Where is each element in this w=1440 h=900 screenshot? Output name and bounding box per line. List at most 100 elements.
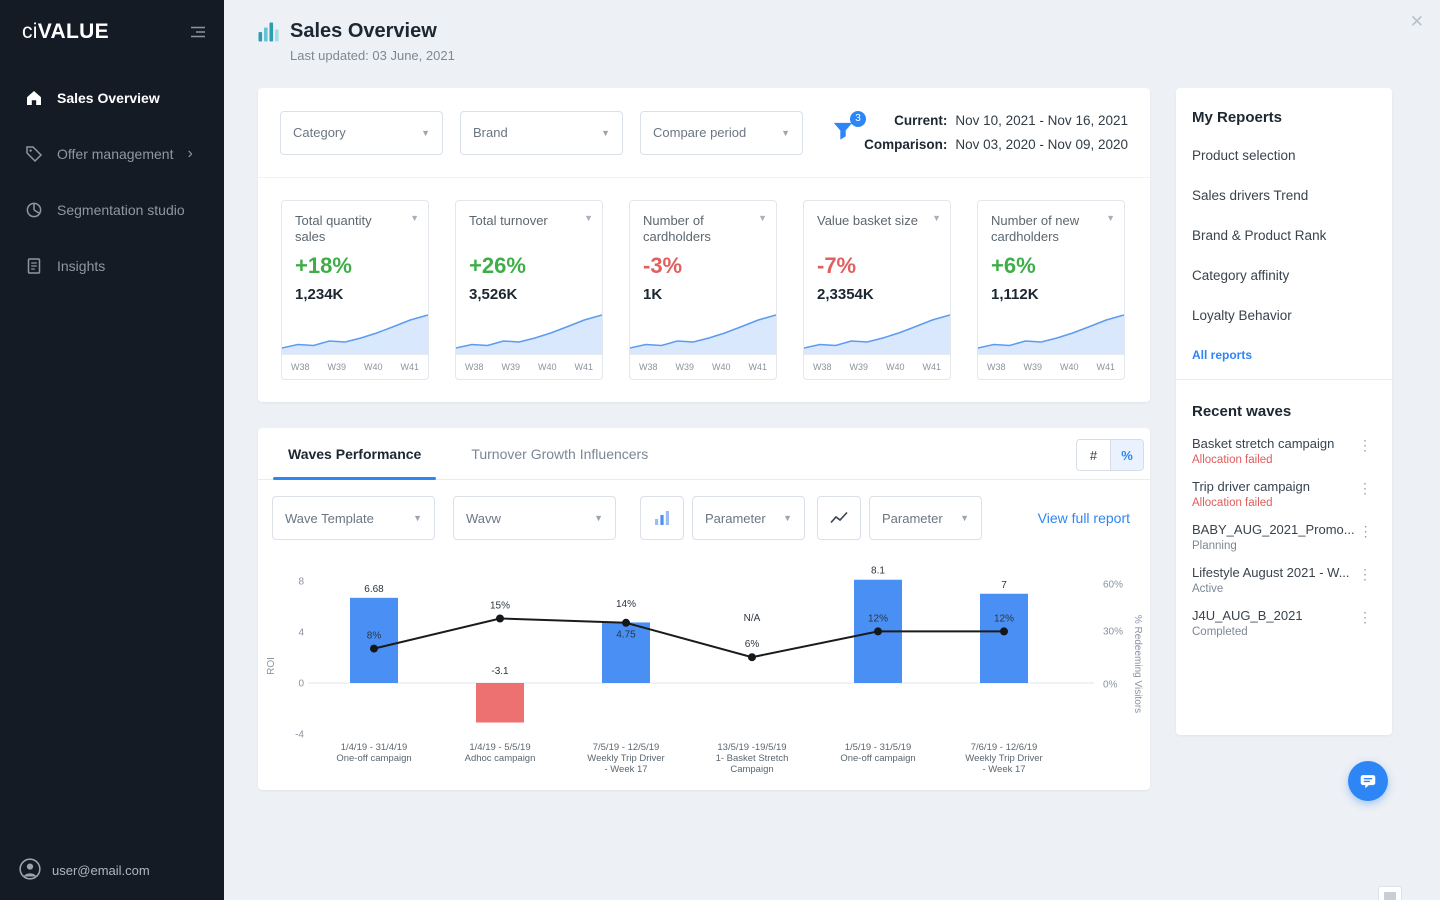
svg-text:7/5/19 - 12/5/19: 7/5/19 - 12/5/19 [593,742,660,753]
wave-name[interactable]: Lifestyle August 2021 - W... [1192,565,1350,580]
kebab-menu-icon[interactable]: ⋮ [1358,609,1372,625]
kpi-title: Number of cardholders [643,213,711,244]
svg-text:One-off campaign: One-off campaign [840,753,915,764]
line-point[interactable] [496,614,504,623]
kpi-title: Value basket size [817,213,918,228]
kebab-menu-icon[interactable]: ⋮ [1358,437,1372,453]
kpi-menu-chevron-icon[interactable]: ▼ [410,213,419,223]
kpi-menu-chevron-icon[interactable]: ▼ [1106,213,1115,223]
report-item-loyalty-behavior[interactable]: Loyalty Behavior [1192,295,1376,335]
sidebar-item-insights[interactable]: Insights [0,238,224,294]
tab-waves-performance[interactable]: Waves Performance [272,428,437,480]
line-parameter-dropdown[interactable]: Parameter ▼ [869,496,982,540]
wave-status: Planning [1192,540,1237,552]
svg-text:N/A: N/A [744,613,761,624]
sidebar-item-sales-overview[interactable]: Sales Overview [0,70,224,126]
recent-wave-item: BABY_AUG_2021_Promo... Planning ⋮ [1192,516,1376,559]
kebab-menu-icon[interactable]: ⋮ [1358,480,1372,496]
category-dropdown[interactable]: Category ▼ [280,110,443,155]
wave-dropdown[interactable]: Wavw ▼ [453,496,616,540]
collapse-sidebar-icon[interactable] [188,22,208,42]
view-full-report-link[interactable]: View full report [1037,510,1130,526]
filter-funnel-button[interactable]: 3 [830,110,866,148]
kpi-menu-chevron-icon[interactable]: ▼ [584,213,593,223]
line-point[interactable] [370,644,378,653]
brand-dropdown[interactable]: Brand ▼ [460,110,623,155]
line-parameter-button[interactable] [817,496,861,540]
report-item-category-affinity[interactable]: Category affinity [1192,255,1376,295]
user-email: user@email.com [52,863,150,878]
insights-icon [24,256,44,276]
chevron-down-icon: ▼ [421,127,430,138]
svg-text:1/4/19 - 31/4/19: 1/4/19 - 31/4/19 [341,742,408,753]
report-item-brand-product-rank[interactable]: Brand & Product Rank [1192,215,1376,255]
kebab-menu-icon[interactable]: ⋮ [1358,566,1372,582]
compare-period-dropdown[interactable]: Compare period ▼ [640,110,803,155]
bar-parameter-button[interactable] [640,496,684,540]
kebab-menu-icon[interactable]: ⋮ [1358,523,1373,539]
report-item-sales-drivers-trend[interactable]: Sales drivers Trend [1192,175,1376,215]
svg-text:- Week 17: - Week 17 [604,764,647,775]
roi-bar[interactable] [980,593,1028,683]
kpi-value: 1,112K [991,286,1039,303]
sidebar-item-offer-management[interactable]: Offer management › [0,126,224,182]
kpi-weeks: W38 W39 W40 W41 [630,354,776,379]
wave-status: Active [1192,583,1224,595]
chevron-down-icon: ▼ [960,513,969,523]
week-label: W41 [574,362,593,372]
wave-name[interactable]: BABY_AUG_2021_Promo... [1192,522,1355,537]
sidebar-item-segmentation-studio[interactable]: Segmentation studio [0,182,224,238]
kpi-sparkline [630,308,776,354]
line-point[interactable] [874,627,882,636]
week-label: W39 [501,362,520,372]
line-point[interactable] [622,618,630,627]
last-updated: Last updated: 03 June, 2021 [290,48,455,63]
filter-row: Category ▼ Brand ▼ Compare period ▼ 3 Curre… [258,88,1150,178]
bar-parameter-dropdown[interactable]: Parameter ▼ [692,496,805,540]
report-item-label: Loyalty Behavior [1192,307,1292,323]
svg-text:14%: 14% [616,599,636,610]
week-label: W38 [987,362,1006,372]
kpi-value: 1K [643,286,663,303]
overview-card: Category ▼ Brand ▼ Compare period ▼ 3 Curre… [258,88,1150,402]
user-row[interactable]: user@email.com [18,857,150,884]
kpi-menu-chevron-icon[interactable]: ▼ [932,213,941,223]
close-icon[interactable]: ✕ [1409,12,1424,31]
svg-text:-4: -4 [295,730,304,741]
roi-bar[interactable] [350,597,398,683]
report-item-label: Product selection [1192,147,1296,163]
svg-text:8: 8 [298,577,304,588]
number-toggle[interactable]: # [1077,440,1110,470]
kpi-sparkline [804,308,950,354]
svg-text:One-off campaign: One-off campaign [336,753,411,764]
current-value: Nov 10, 2021 - Nov 16, 2021 [955,113,1128,128]
wave-name[interactable]: Basket stretch campaign [1192,436,1335,451]
svg-text:4.75: 4.75 [616,629,636,640]
svg-text:12%: 12% [994,613,1014,624]
waves-filters: Wave Template ▼ Wavw ▼ Parameter ▼ Paramete… [258,480,1150,556]
svg-text:0%: 0% [1103,680,1118,691]
report-item-product-selection[interactable]: Product selection [1192,135,1376,175]
all-reports-link[interactable]: All reports [1192,348,1253,362]
line-point[interactable] [748,653,756,662]
tab-turnover-growth-influencers[interactable]: Turnover Growth Influencers [471,445,649,462]
svg-text:7: 7 [1001,580,1007,591]
line-point[interactable] [1000,627,1008,636]
percent-toggle[interactable]: % [1110,440,1143,470]
chat-button[interactable] [1348,761,1388,801]
sales-overview-icon [258,22,280,42]
kpi-card-number-of-new-cardholders: ▼ Number of new cardholders +6% 1,112K W… [977,200,1125,380]
svg-text:Adhoc campaign: Adhoc campaign [465,753,536,764]
wave-name[interactable]: J4U_AUG_B_2021 [1192,608,1303,623]
kpi-card-total-turnover: ▼ Total turnover +26% 3,526K W38 W39 W40 W4… [455,200,603,380]
date-ranges: Current: Nov 10, 2021 - Nov 16, 2021 Comp… [864,113,1128,152]
week-label: W40 [1059,362,1079,372]
wave-name[interactable]: Trip driver campaign [1192,479,1311,494]
wave-template-dropdown[interactable]: Wave Template ▼ [272,496,435,540]
filter-count-badge: 3 [850,110,866,127]
kpi-menu-chevron-icon[interactable]: ▼ [758,213,767,223]
kpi-card-value-basket-size: ▼ Value basket size -7% 2,3354K W38 W39 W4… [803,200,951,380]
roi-bar[interactable] [602,622,650,683]
svg-text:ROI: ROI [266,657,277,675]
roi-bar[interactable] [476,683,524,723]
